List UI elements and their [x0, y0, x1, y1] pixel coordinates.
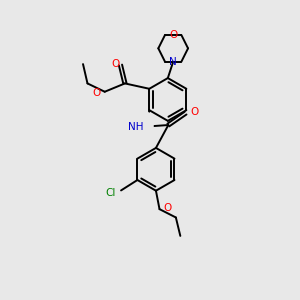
Text: O: O: [164, 203, 172, 213]
Text: NH: NH: [128, 122, 143, 131]
Text: O: O: [190, 107, 198, 117]
Text: Cl: Cl: [105, 188, 116, 198]
Text: O: O: [112, 59, 120, 69]
Text: O: O: [169, 30, 177, 40]
Text: N: N: [169, 57, 177, 67]
Text: O: O: [92, 88, 101, 98]
